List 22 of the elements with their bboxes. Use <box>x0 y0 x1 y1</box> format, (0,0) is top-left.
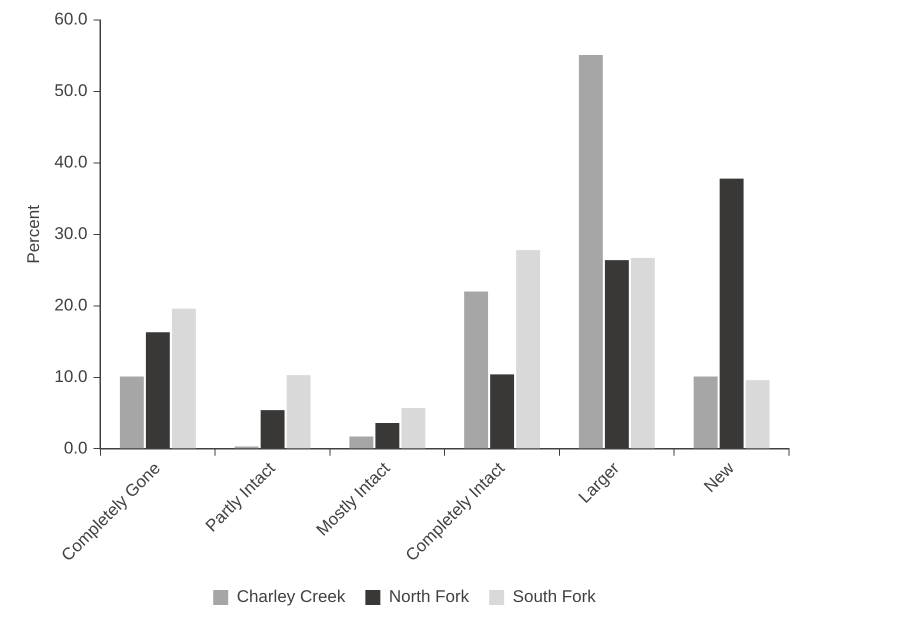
y-tick-label: 50.0 <box>54 81 88 100</box>
y-tick-label: 40.0 <box>54 152 88 172</box>
bar <box>120 376 144 448</box>
y-tick-label: 30.0 <box>54 224 88 244</box>
bar <box>516 250 540 448</box>
legend-label: Charley Creek <box>236 587 346 606</box>
bar <box>349 436 374 448</box>
bar <box>464 292 488 448</box>
bar <box>630 258 655 448</box>
y-tick-label: 0.0 <box>64 438 88 458</box>
bar <box>694 376 718 448</box>
y-tick-label: 20.0 <box>54 295 88 314</box>
bar <box>286 375 311 448</box>
bar <box>746 380 770 448</box>
bar <box>578 55 603 448</box>
y-tick-label: 10.0 <box>54 366 88 386</box>
legend-label: North Fork <box>388 587 470 606</box>
legend-label: South Fork <box>512 587 596 606</box>
bar <box>401 408 426 448</box>
y-axis-title: Percent <box>24 204 43 264</box>
y-tick-label: 60.0 <box>54 10 88 29</box>
bar <box>172 308 196 448</box>
